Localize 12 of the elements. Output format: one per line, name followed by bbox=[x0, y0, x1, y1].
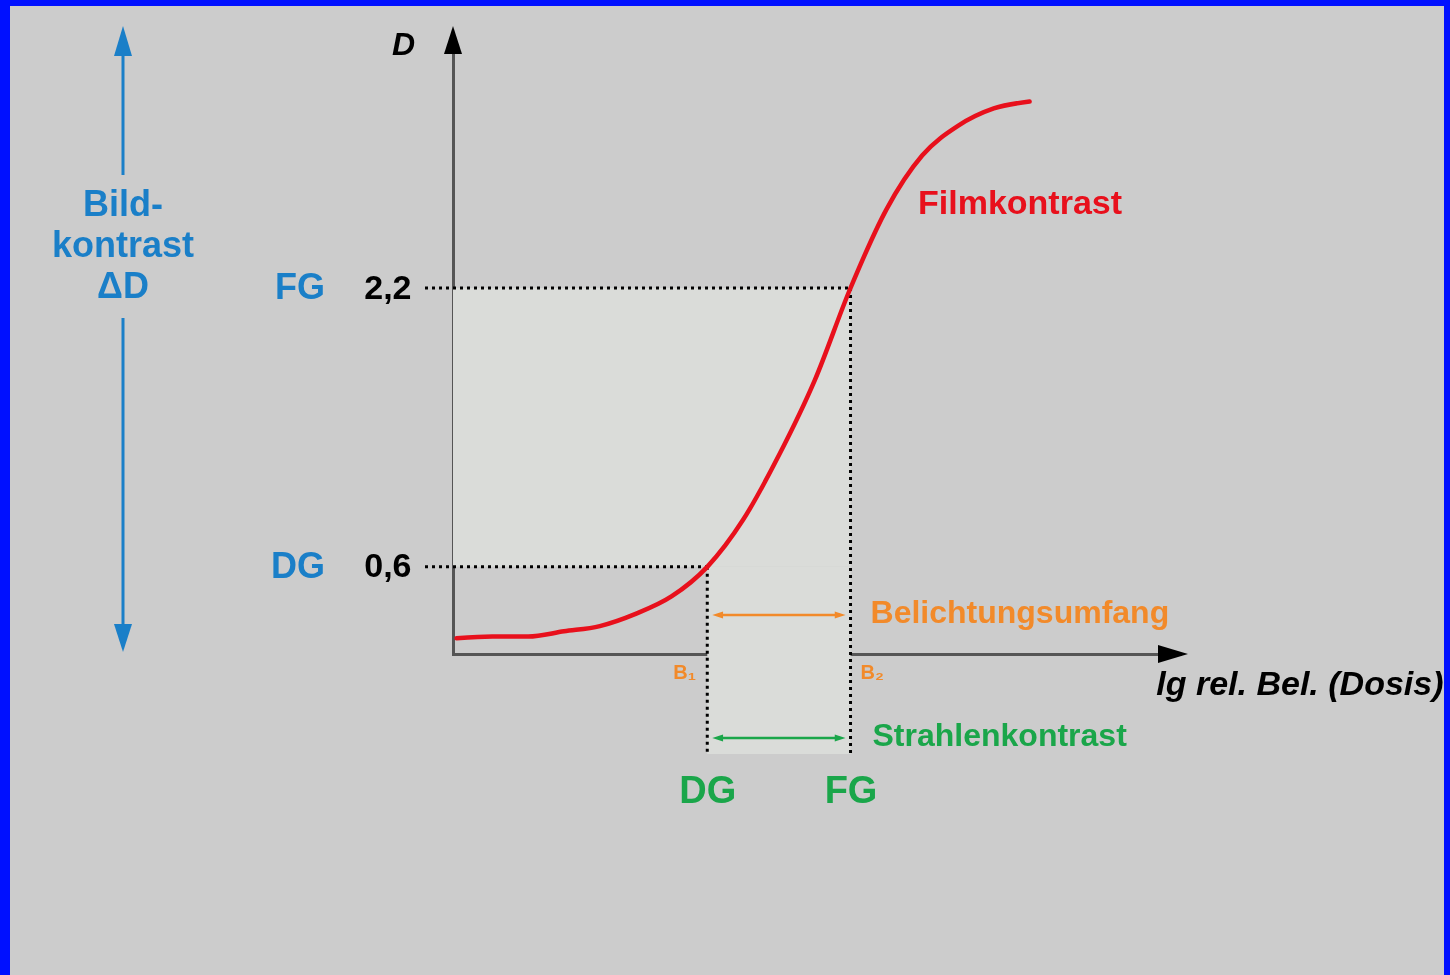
text: B₁ bbox=[673, 661, 697, 684]
y-tick-label: 0,6 bbox=[364, 546, 412, 585]
annotation: Belichtungsumfang bbox=[870, 594, 1170, 631]
y-tick-label: 2,2 bbox=[364, 267, 412, 306]
series-label: Filmkontrast bbox=[918, 183, 1123, 221]
text: Bild-kontrast ΔD bbox=[51, 182, 195, 306]
ref-line-label: DG bbox=[271, 544, 325, 586]
x-axis-title: lg rel. Bel. (Dosis) bbox=[1156, 663, 1444, 702]
y-axis-title: D bbox=[391, 25, 416, 62]
text: Strahlenkontrast bbox=[872, 717, 1128, 754]
ref-line-label: FG bbox=[275, 266, 325, 307]
text: B₂ bbox=[860, 661, 884, 684]
